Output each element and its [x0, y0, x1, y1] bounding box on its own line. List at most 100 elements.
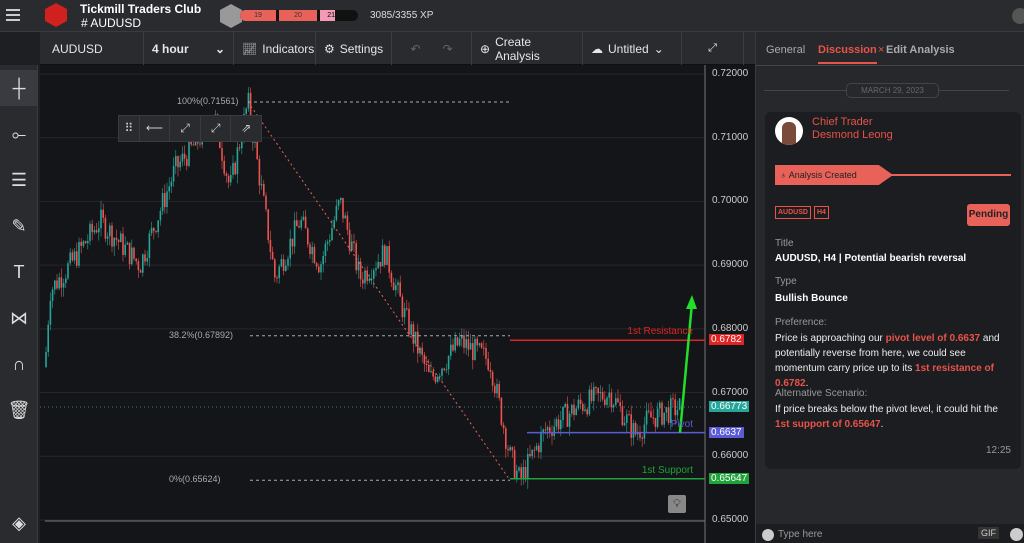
candle [45, 352, 47, 368]
candle [461, 335, 463, 339]
tab-discussion[interactable]: Discussion [818, 44, 877, 64]
candle [535, 445, 538, 450]
trash-icon[interactable]: 🗑︎ [7, 399, 31, 420]
candle [120, 233, 122, 243]
brush-icon[interactable]: ✎ [11, 215, 27, 236]
symbol-selector[interactable]: AUDUSD [40, 32, 144, 65]
candle [223, 160, 225, 174]
candle [584, 409, 586, 411]
indicators-button[interactable]: 📈︎ Indicators [234, 32, 316, 65]
candle [518, 467, 520, 471]
candle [654, 417, 657, 427]
candle [106, 236, 109, 239]
candle [412, 324, 415, 344]
tickmill-logo-icon [45, 3, 67, 27]
candle [555, 419, 558, 427]
text-icon[interactable]: T [13, 261, 25, 282]
candle [498, 383, 500, 398]
candle [379, 261, 382, 267]
candle [276, 277, 278, 279]
candle [643, 424, 646, 439]
create-analysis-button[interactable]: ⊕ Create Analysis [472, 32, 583, 65]
candle [489, 369, 492, 372]
idea-lightbulb-button[interactable]: 💡︎ [668, 495, 686, 513]
candle [527, 454, 529, 480]
menu-icon[interactable] [6, 9, 20, 21]
candle [318, 266, 320, 273]
fullscreen-button[interactable]: ⤢ [682, 32, 744, 65]
drag-handle-icon[interactable]: ⠿ [124, 121, 134, 135]
pivot-label: Pivot [670, 418, 693, 430]
candle [494, 385, 496, 394]
tab-edit-analysis[interactable]: Edit Analysis [886, 44, 955, 56]
plus-circle-icon: ⊕ [480, 41, 491, 56]
candle [612, 404, 615, 408]
candle [441, 368, 443, 376]
candle [331, 227, 333, 241]
line-style-icon[interactable]: ⟵ [138, 116, 170, 141]
candle [476, 338, 478, 346]
emoji-icon[interactable] [1010, 528, 1023, 541]
candle [247, 92, 250, 109]
tab-general[interactable]: General [766, 44, 806, 56]
trend-line-icon[interactable]: ⟜ [11, 123, 27, 144]
line-width-icon[interactable]: ⤢ [199, 116, 231, 141]
layout-dropdown[interactable]: ☁ Untitled ⌄ [583, 32, 682, 65]
candle [667, 407, 670, 423]
candle [199, 143, 201, 145]
candle [450, 344, 452, 356]
candle [324, 243, 327, 256]
chart-canvas[interactable] [40, 65, 755, 543]
candle [183, 153, 186, 159]
candle [509, 447, 511, 451]
magnet-icon[interactable]: ∩ [12, 353, 26, 374]
candle [542, 429, 544, 434]
settings-button[interactable]: ⚙ Settings [316, 32, 392, 65]
layers-icon[interactable]: ◈ [12, 512, 26, 533]
candle [674, 399, 676, 416]
message-time: 12:25 [985, 445, 1011, 456]
fib-level-label: 100%(0.71561) [177, 95, 239, 106]
line-color-icon[interactable]: ⤢ [169, 116, 200, 141]
undo-icon[interactable]: ↶ [410, 41, 421, 56]
candle [263, 184, 265, 196]
candle [170, 181, 173, 187]
resistance-label: 1st Resistance [627, 326, 693, 338]
candle [406, 308, 408, 310]
user-avatar[interactable] [1012, 8, 1024, 24]
candle [148, 233, 151, 258]
candle [62, 282, 65, 288]
candle [322, 255, 324, 265]
remove-drawing-icon[interactable]: ⇗ [230, 116, 261, 141]
add-attachment-icon[interactable] [762, 529, 774, 541]
candle [366, 270, 368, 281]
candle [672, 398, 674, 400]
message-input[interactable]: Type here [778, 529, 823, 540]
close-tab-icon[interactable]: × [878, 44, 885, 56]
candle [364, 270, 366, 284]
fib-lines-icon[interactable]: ☰ [10, 169, 28, 190]
candle [637, 432, 639, 435]
candle [76, 251, 78, 266]
candle [401, 296, 404, 318]
redo-icon[interactable]: ↷ [442, 41, 453, 56]
candle [150, 227, 153, 234]
candle [67, 263, 69, 279]
candle [135, 258, 137, 262]
candle [346, 215, 349, 230]
candle [480, 343, 483, 348]
candle [122, 233, 124, 255]
candle [353, 241, 355, 244]
candle [610, 392, 613, 408]
interval-dropdown[interactable]: 4 hour ⌄ [144, 32, 234, 65]
candle [586, 409, 588, 415]
analysis-created-badge: ♁ Analysis Created [775, 165, 893, 185]
gif-button[interactable]: GIF [978, 527, 999, 539]
pattern-icon[interactable]: ⋈ [10, 307, 28, 328]
crosshair-icon[interactable]: ┼ [0, 70, 38, 106]
price-chart[interactable]: ⠿ ⟵ ⤢ ⤢ ⇗ 0.72000 0.71000 0.70000 0.69000 0.… [40, 65, 755, 543]
candle [249, 92, 252, 124]
candle [137, 261, 140, 271]
channel-name: # AUDUSD [81, 16, 142, 30]
candle [311, 246, 313, 255]
